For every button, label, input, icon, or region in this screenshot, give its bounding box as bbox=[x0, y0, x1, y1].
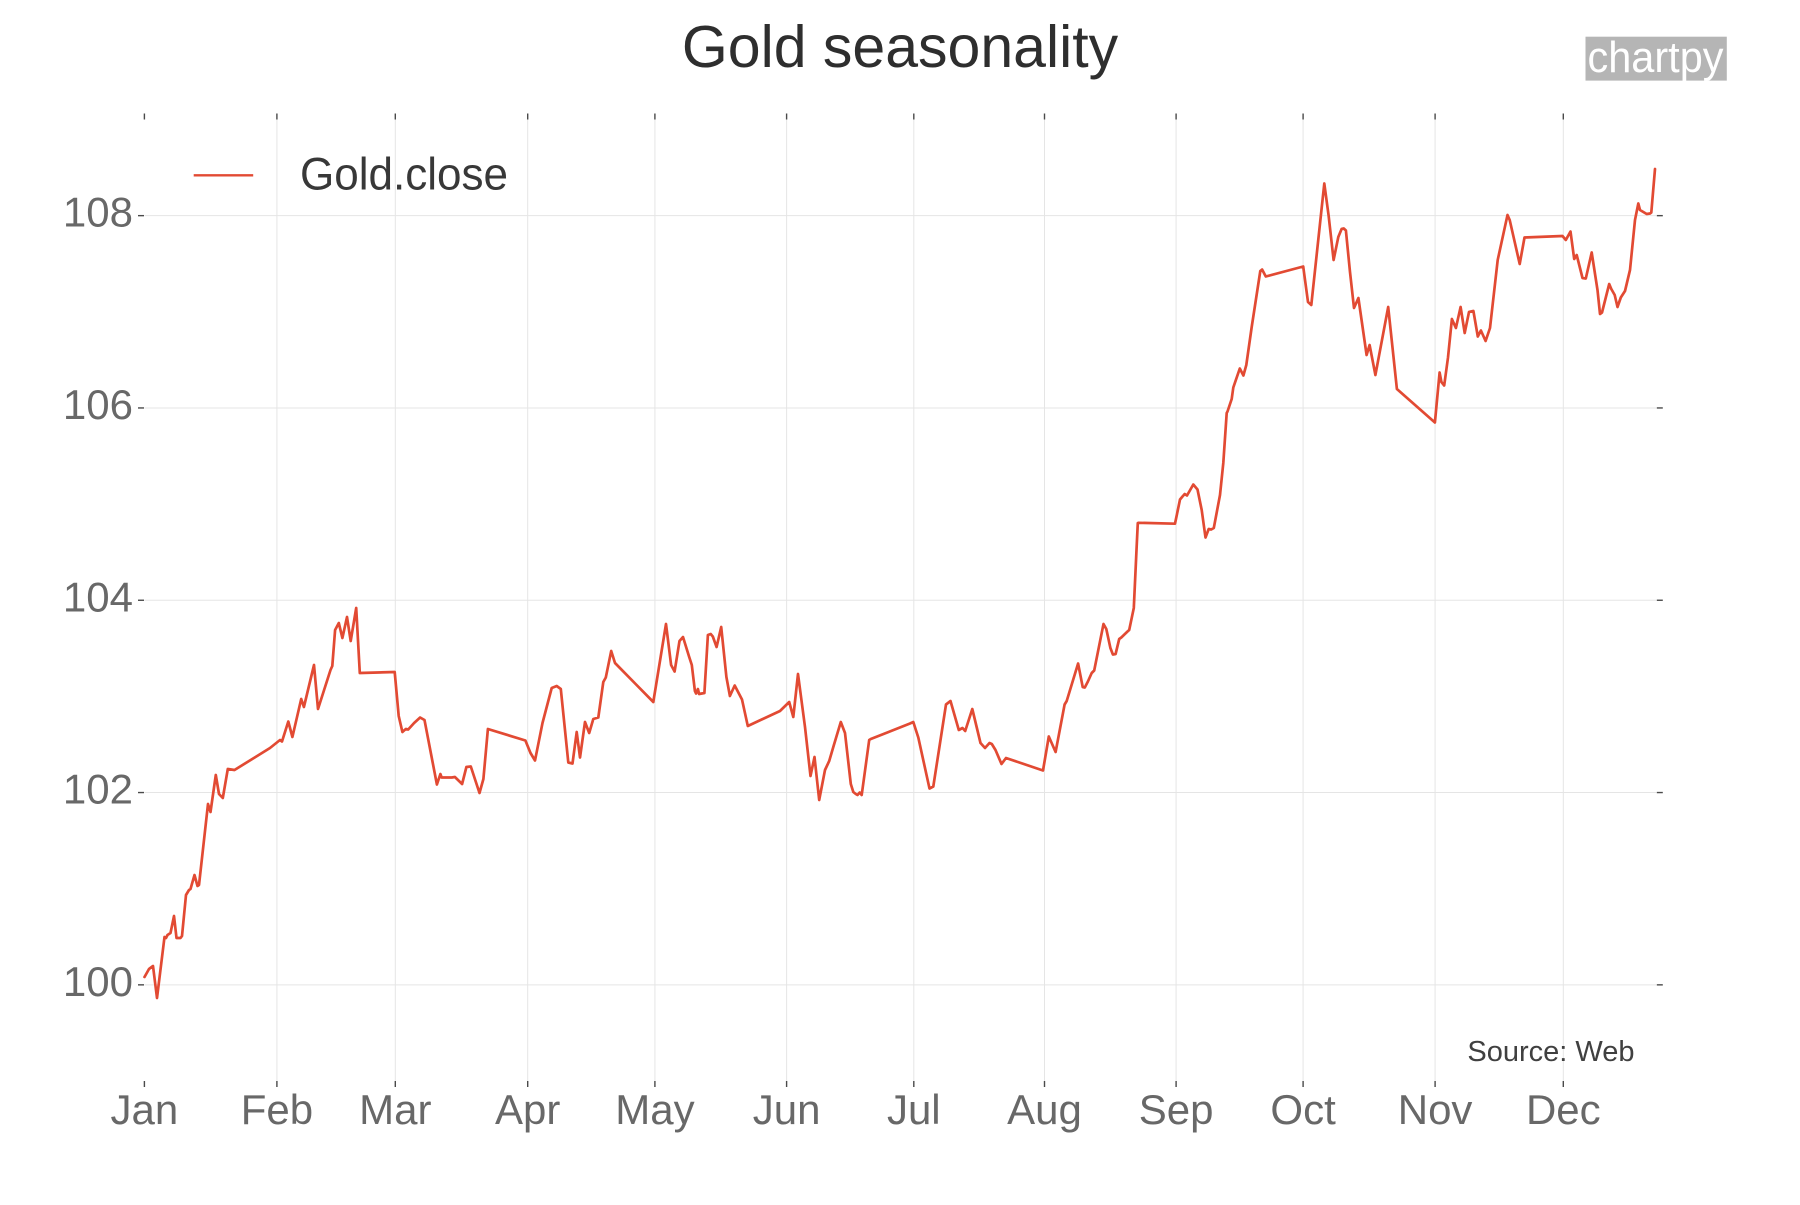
svg-text:Source: Web: Source: Web bbox=[1467, 1036, 1634, 1068]
svg-text:Aug: Aug bbox=[1007, 1086, 1082, 1133]
svg-text:May: May bbox=[615, 1086, 694, 1133]
svg-text:Feb: Feb bbox=[241, 1086, 313, 1133]
svg-text:Gold.close: Gold.close bbox=[300, 149, 508, 200]
svg-text:104: 104 bbox=[63, 573, 133, 620]
svg-text:108: 108 bbox=[63, 189, 133, 236]
svg-text:chartpy: chartpy bbox=[1588, 33, 1724, 82]
svg-text:Dec: Dec bbox=[1526, 1086, 1601, 1133]
svg-text:Jun: Jun bbox=[753, 1086, 821, 1133]
svg-text:Nov: Nov bbox=[1398, 1086, 1473, 1133]
svg-text:Gold seasonality: Gold seasonality bbox=[682, 14, 1119, 80]
svg-text:Jan: Jan bbox=[111, 1086, 179, 1133]
svg-text:Mar: Mar bbox=[359, 1086, 431, 1133]
svg-text:102: 102 bbox=[63, 766, 133, 813]
svg-text:Jul: Jul bbox=[887, 1086, 941, 1133]
svg-text:Oct: Oct bbox=[1270, 1086, 1336, 1133]
svg-text:Sep: Sep bbox=[1139, 1086, 1214, 1133]
svg-text:100: 100 bbox=[63, 958, 133, 1005]
svg-text:Apr: Apr bbox=[495, 1086, 560, 1133]
svg-text:106: 106 bbox=[63, 381, 133, 428]
